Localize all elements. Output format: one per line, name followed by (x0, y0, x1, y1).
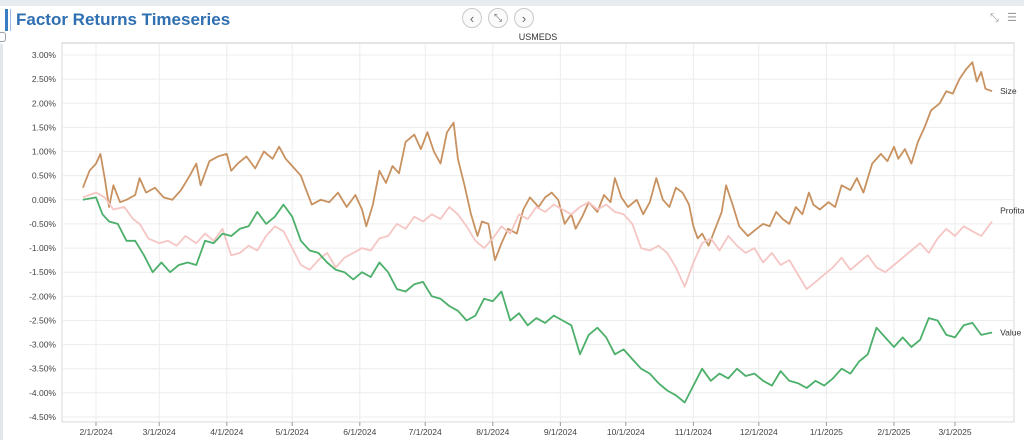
grid (62, 44, 1014, 422)
y-tick-label: -2.50% (29, 315, 56, 325)
x-tick-label: 7/1/2024 (409, 427, 442, 437)
title-accent-bar (5, 9, 8, 31)
y-tick-label: -2.00% (29, 291, 56, 301)
x-tick-label: 4/1/2024 (210, 427, 243, 437)
series-line-value (82, 196, 993, 404)
chart-title: USMEDS (519, 32, 558, 42)
series-line-profitability (82, 191, 993, 291)
plot-area-border (61, 42, 1015, 423)
prev-button[interactable]: ‹ (462, 8, 482, 28)
collapse-button[interactable]: ⤡ (488, 8, 508, 28)
series-label-size: Size (1000, 86, 1017, 96)
x-tick-label: 3/1/2024 (143, 427, 176, 437)
x-tick-label: 9/1/2024 (544, 427, 577, 437)
y-tick-label: -4.00% (29, 388, 56, 398)
x-tick-label: 2/1/2024 (79, 427, 112, 437)
series-labels: Size Profitability Value (1000, 86, 1024, 337)
x-tick-label: 10/1/2024 (607, 427, 645, 437)
y-tick-label: -1.00% (29, 243, 56, 253)
x-tick-label: 6/1/2024 (343, 427, 376, 437)
y-tick-label: 1.50% (32, 122, 57, 132)
y-tick-label: -3.50% (29, 364, 56, 374)
y-tick-label: 2.00% (32, 98, 57, 108)
y-tick-label: -4.50% (29, 412, 56, 422)
y-tick-label: -3.00% (29, 340, 56, 350)
x-tick-label: 11/1/2024 (675, 427, 712, 437)
x-axis: 2/1/2024 3/1/2024 4/1/2024 5/1/2024 6/1/2024… (79, 422, 972, 437)
x-tick-label: 12/1/2024 (740, 427, 778, 437)
y-axis: 3.00% 2.50% 2.00% 1.50% 1.00% 0.50% 0.00% -0.50… (29, 50, 56, 422)
y-tick-label: 3.00% (32, 50, 57, 60)
next-button[interactable]: › (514, 8, 534, 28)
shrink-icon[interactable]: ⤡ (990, 12, 999, 24)
x-tick-label: 1/1/2025 (810, 427, 843, 437)
chevron-left-icon: ‹ (469, 11, 475, 26)
side-panel-rail (0, 44, 3, 440)
y-tick-label: -1.50% (29, 267, 56, 277)
x-tick-label: 5/1/2024 (276, 427, 309, 437)
menu-icon[interactable]: ☰ (1007, 12, 1017, 24)
series-line-size (82, 61, 993, 262)
y-tick-label: 2.50% (32, 74, 57, 84)
series-label-profitability: Profitability (1000, 206, 1024, 216)
window-top-frame (0, 0, 1024, 6)
collapse-icon: ⤡ (494, 13, 502, 24)
y-tick-label: 1.00% (32, 147, 57, 157)
x-tick-label: 3/1/2025 (938, 427, 971, 437)
series-label-value: Value (1000, 328, 1021, 338)
y-tick-label: -0.50% (29, 219, 56, 229)
series-layer (82, 61, 993, 404)
y-tick-label: 0.00% (32, 195, 57, 205)
side-panel-tab[interactable] (0, 32, 6, 42)
panel-title: Factor Returns Timeseries (16, 10, 231, 29)
x-tick-label: 8/1/2024 (476, 427, 509, 437)
y-tick-label: 0.50% (32, 171, 57, 181)
x-tick-label: 2/1/2025 (877, 427, 910, 437)
chevron-right-icon: › (521, 11, 527, 26)
title-accent-bar-secondary (10, 9, 11, 31)
